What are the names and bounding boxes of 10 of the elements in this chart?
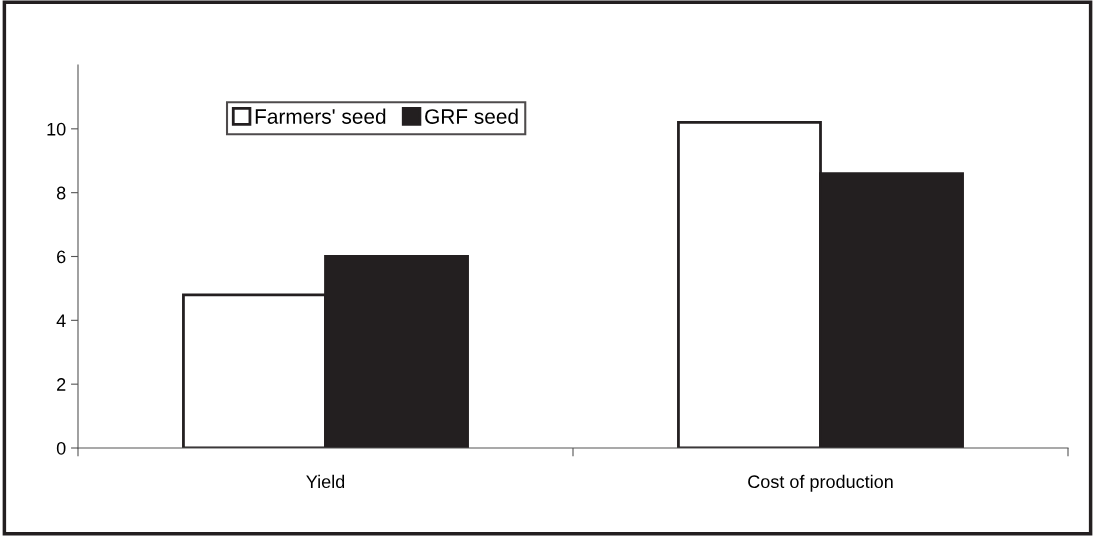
y-tick-label: 2: [57, 378, 66, 391]
legend-label: Farmers' seed: [255, 108, 386, 124]
y-tick-label: 6: [57, 250, 66, 264]
legend-label: GRF seed: [425, 108, 518, 124]
x-tick-label: Cost of production: [748, 474, 893, 492]
x-tick-label: Yield: [306, 474, 345, 489]
y-tick-label: 8: [56, 186, 66, 200]
y-tick-label: 0: [56, 441, 66, 455]
y-tick-label: 4: [56, 314, 66, 327]
y-tick-label: 10: [47, 122, 66, 136]
